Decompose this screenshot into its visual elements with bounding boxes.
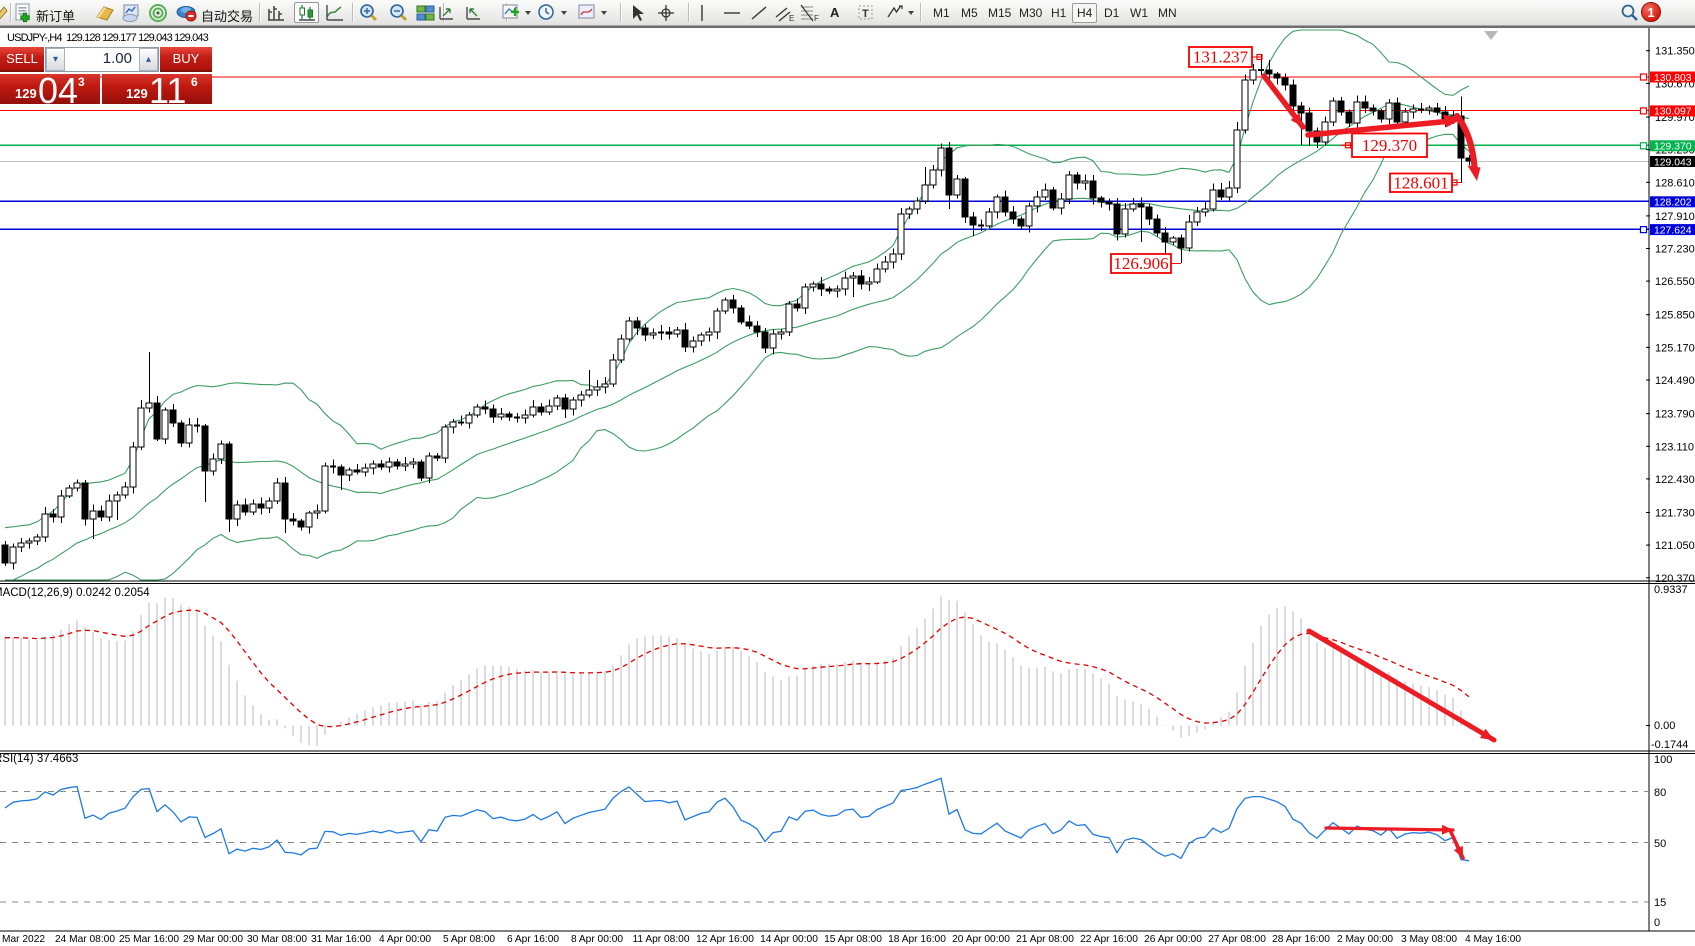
svg-text:T: T xyxy=(862,8,869,20)
svg-text:MACD(12,26,9) 0.0242 0.2054: MACD(12,26,9) 0.0242 0.2054 xyxy=(0,587,150,599)
svg-text:129.370: 129.370 xyxy=(1654,142,1692,153)
svg-text:26 Apr 00:00: 26 Apr 00:00 xyxy=(1144,934,1202,945)
svg-text:F: F xyxy=(814,14,819,23)
svg-text:20 Apr 00:00: 20 Apr 00:00 xyxy=(952,934,1010,945)
svg-text:125.850: 125.850 xyxy=(1655,310,1695,322)
svg-text:2 May 00:00: 2 May 00:00 xyxy=(1337,934,1393,945)
svg-text:123.110: 123.110 xyxy=(1655,441,1694,453)
svg-text:8 Apr 00:00: 8 Apr 00:00 xyxy=(571,934,623,945)
svg-text:22 Apr 16:00: 22 Apr 16:00 xyxy=(1080,934,1138,945)
svg-text:0.00: 0.00 xyxy=(1654,720,1675,732)
svg-text:14 Apr 00:00: 14 Apr 00:00 xyxy=(760,934,818,945)
svg-text:127.910: 127.910 xyxy=(1655,211,1695,223)
svg-text:31 Mar 16:00: 31 Mar 16:00 xyxy=(311,934,371,945)
svg-text:122.430: 122.430 xyxy=(1655,474,1695,486)
svg-text:18 Apr 16:00: 18 Apr 16:00 xyxy=(888,934,946,945)
svg-text:50: 50 xyxy=(1654,838,1666,850)
svg-text:RSI(14) 37.4663: RSI(14) 37.4663 xyxy=(0,753,78,765)
svg-text:3 May 08:00: 3 May 08:00 xyxy=(1401,934,1457,945)
svg-text:121.050: 121.050 xyxy=(1655,540,1695,552)
svg-text:11 Apr 08:00: 11 Apr 08:00 xyxy=(632,934,689,945)
svg-text:E: E xyxy=(789,14,794,23)
svg-text:15: 15 xyxy=(1654,897,1666,909)
svg-text:24 Mar 08:00: 24 Mar 08:00 xyxy=(55,934,115,945)
svg-text:12 Apr 16:00: 12 Apr 16:00 xyxy=(696,934,754,945)
svg-text:125.170: 125.170 xyxy=(1655,342,1695,354)
svg-text:80: 80 xyxy=(1654,787,1666,799)
svg-text:120.370: 120.370 xyxy=(1655,573,1695,585)
svg-text:Mar 2022: Mar 2022 xyxy=(2,934,45,945)
svg-text:128.202: 128.202 xyxy=(1654,198,1692,209)
svg-text:126.906: 126.906 xyxy=(1113,254,1168,273)
svg-text:128.610: 128.610 xyxy=(1655,177,1695,189)
svg-text:29 Mar 00:00: 29 Mar 00:00 xyxy=(183,934,243,945)
svg-text:129.370: 129.370 xyxy=(1362,136,1417,155)
svg-text:4 May 16:00: 4 May 16:00 xyxy=(1465,934,1521,945)
svg-text:6 Apr 16:00: 6 Apr 16:00 xyxy=(507,934,559,945)
svg-text:25 Mar 16:00: 25 Mar 16:00 xyxy=(119,934,179,945)
svg-text:5 Apr 08:00: 5 Apr 08:00 xyxy=(443,934,495,945)
svg-text:126.550: 126.550 xyxy=(1655,276,1695,288)
svg-text:28 Apr 16:00: 28 Apr 16:00 xyxy=(1272,934,1330,945)
svg-text:128.601: 128.601 xyxy=(1393,173,1448,192)
svg-text:0.9337: 0.9337 xyxy=(1654,584,1688,596)
svg-text:131.237: 131.237 xyxy=(1193,48,1249,67)
svg-text:121.730: 121.730 xyxy=(1655,508,1695,520)
svg-text:129.043: 129.043 xyxy=(1654,157,1692,168)
svg-text:-0.1744: -0.1744 xyxy=(1651,739,1688,751)
svg-text:127.624: 127.624 xyxy=(1654,225,1692,236)
svg-text:131.350: 131.350 xyxy=(1655,46,1695,58)
svg-text:27 Apr 08:00: 27 Apr 08:00 xyxy=(1208,934,1266,945)
svg-text:130.803: 130.803 xyxy=(1654,73,1692,84)
svg-text:30 Mar 08:00: 30 Mar 08:00 xyxy=(247,934,307,945)
svg-text:15 Apr 08:00: 15 Apr 08:00 xyxy=(824,934,882,945)
svg-text:130.097: 130.097 xyxy=(1654,107,1692,118)
svg-text:127.230: 127.230 xyxy=(1655,244,1695,256)
svg-text:21 Apr 08:00: 21 Apr 08:00 xyxy=(1016,934,1074,945)
svg-text:4 Apr 00:00: 4 Apr 00:00 xyxy=(379,934,431,945)
svg-text:0: 0 xyxy=(1654,917,1660,929)
svg-text:124.490: 124.490 xyxy=(1655,375,1695,387)
svg-text:100: 100 xyxy=(1654,754,1672,766)
svg-text:123.790: 123.790 xyxy=(1655,409,1695,421)
